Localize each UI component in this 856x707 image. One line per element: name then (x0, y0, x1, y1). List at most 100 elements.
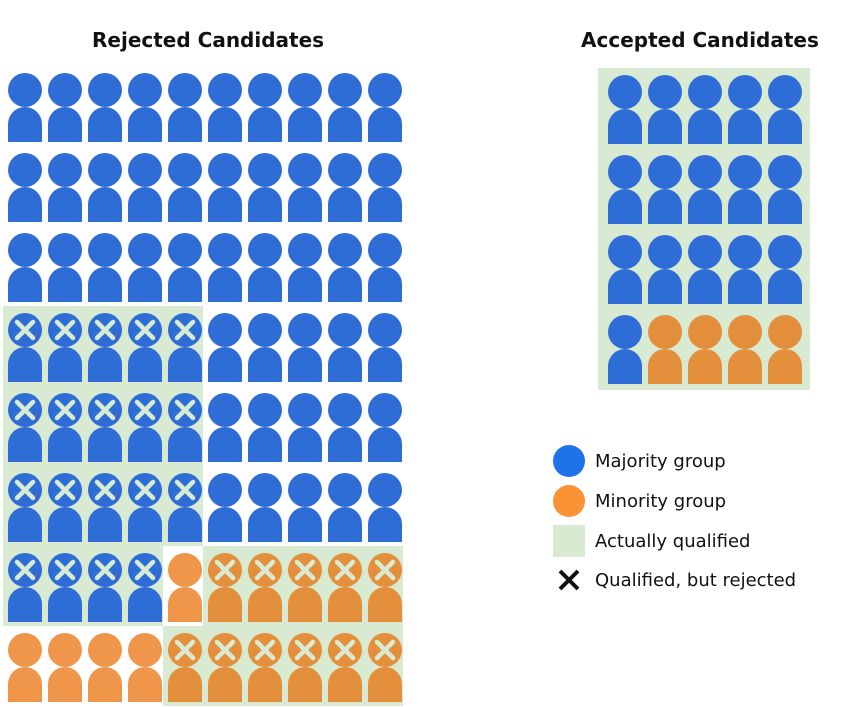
majority-person-icon (8, 553, 42, 622)
minority-person-icon (128, 633, 162, 702)
majority-person-icon (48, 233, 82, 302)
majority-person-icon (168, 313, 202, 382)
majority-person-icon (128, 393, 162, 462)
legend-majority: Majority group (553, 445, 726, 477)
minority-person-icon (768, 315, 802, 384)
majority-person-icon (368, 393, 402, 462)
majority-person-icon (328, 73, 362, 142)
legend-minority: Minority group (553, 485, 726, 517)
x-mark-icon (254, 639, 276, 661)
majority-person-icon (688, 235, 722, 304)
majority-person-icon (768, 155, 802, 224)
minority-person-icon (328, 553, 362, 622)
x-mark-icon (294, 639, 316, 661)
majority-person-icon (608, 75, 642, 144)
majority-person-icon (288, 153, 322, 222)
x-mark-icon (294, 559, 316, 581)
majority-person-icon (608, 235, 642, 304)
majority-person-icon (368, 153, 402, 222)
x-mark-icon (54, 399, 76, 421)
majority-person-icon (288, 313, 322, 382)
majority-person-icon (368, 473, 402, 542)
majority-person-icon (168, 393, 202, 462)
majority-person-icon (8, 313, 42, 382)
x-mark-icon (174, 399, 196, 421)
x-mark-icon (214, 559, 236, 581)
majority-person-icon (648, 75, 682, 144)
majority-person-icon (768, 235, 802, 304)
legend-label: Actually qualified (595, 530, 751, 552)
majority-person-icon (368, 313, 402, 382)
x-mark-icon (94, 559, 116, 581)
majority-person-icon (48, 473, 82, 542)
majority-person-icon (88, 553, 122, 622)
x-mark-icon (14, 479, 36, 501)
minority-person-icon (648, 315, 682, 384)
majority-person-icon (368, 233, 402, 302)
x-mark-icon (374, 559, 396, 581)
x-mark-icon (214, 639, 236, 661)
rejected-candidates-title: Rejected Candidates (92, 28, 325, 52)
majority-person-icon (608, 315, 642, 384)
legend-rejected-qualified: Qualified, but rejected (553, 564, 796, 596)
minority-person-icon (368, 553, 402, 622)
majority-person-icon (88, 73, 122, 142)
majority-person-icon (728, 235, 762, 304)
majority-person-icon (48, 393, 82, 462)
orange-circle-icon (553, 485, 585, 517)
majority-person-icon (288, 393, 322, 462)
majority-person-icon (728, 75, 762, 144)
majority-person-icon (248, 473, 282, 542)
x-mark-icon (134, 399, 156, 421)
majority-person-icon (688, 75, 722, 144)
x-mark-icon (553, 564, 585, 596)
majority-person-icon (8, 73, 42, 142)
accepted-people (608, 75, 802, 384)
minority-person-icon (208, 553, 242, 622)
minority-person-icon (168, 633, 202, 702)
majority-person-icon (128, 553, 162, 622)
majority-person-icon (128, 73, 162, 142)
majority-person-icon (328, 313, 362, 382)
majority-person-icon (728, 155, 762, 224)
majority-person-icon (208, 153, 242, 222)
majority-person-icon (368, 73, 402, 142)
majority-person-icon (48, 73, 82, 142)
rejected-people (8, 73, 402, 702)
majority-person-icon (8, 233, 42, 302)
majority-person-icon (128, 313, 162, 382)
legend-qualified: Actually qualified (553, 525, 750, 557)
minority-person-icon (8, 633, 42, 702)
minority-person-icon (328, 633, 362, 702)
x-mark-icon (134, 319, 156, 341)
x-mark-icon (254, 559, 276, 581)
majority-person-icon (8, 153, 42, 222)
x-mark-icon (174, 639, 196, 661)
majority-person-icon (208, 233, 242, 302)
majority-person-icon (88, 313, 122, 382)
majority-person-icon (288, 233, 322, 302)
majority-person-icon (128, 473, 162, 542)
blue-circle-icon (553, 445, 585, 477)
majority-person-icon (328, 393, 362, 462)
legend-label: Minority group (595, 490, 727, 512)
minority-person-icon (368, 633, 402, 702)
majority-person-icon (48, 153, 82, 222)
x-mark-icon (54, 559, 76, 581)
x-mark-icon (14, 559, 36, 581)
majority-person-icon (8, 473, 42, 542)
majority-person-icon (648, 155, 682, 224)
legend-label: Majority group (595, 450, 726, 472)
x-mark-icon (174, 319, 196, 341)
minority-person-icon (208, 633, 242, 702)
x-mark-icon (334, 639, 356, 661)
x-mark-icon (14, 319, 36, 341)
majority-person-icon (208, 73, 242, 142)
majority-person-icon (88, 393, 122, 462)
x-mark-icon (54, 319, 76, 341)
x-mark-icon (134, 479, 156, 501)
majority-person-icon (88, 473, 122, 542)
majority-person-icon (328, 153, 362, 222)
x-mark-icon (54, 479, 76, 501)
